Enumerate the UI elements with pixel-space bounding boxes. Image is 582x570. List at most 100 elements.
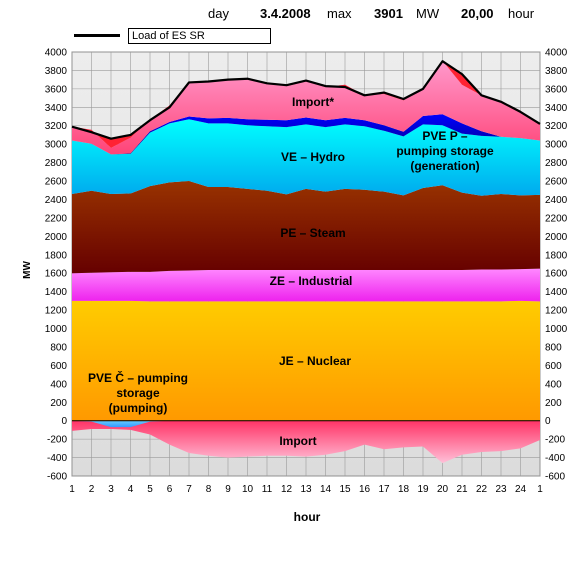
y-tick-right: 2400 <box>545 195 568 206</box>
y-tick-left: 2600 <box>45 177 68 188</box>
area-hydro <box>72 119 540 196</box>
y-tick-right: 0 <box>545 416 551 427</box>
y-axis-title: MW <box>22 261 33 279</box>
y-tick-right: 200 <box>545 398 562 409</box>
y-axis-left: -600 -400 -200 0 200 400 600 800 1000 1200 1400 160… <box>45 48 68 483</box>
x-axis: 1 2 3 4 5 6 7 8 9 10 11 12 13 14 15 16 17 18 19 20 21 22 23 24 1 <box>69 484 543 495</box>
x-tick: 3 <box>108 484 114 495</box>
y-tick-left: 1000 <box>45 324 68 335</box>
y-tick-right: 4000 <box>545 48 568 59</box>
x-tick: 18 <box>398 484 410 495</box>
series-label: VE – Hydro <box>281 150 345 164</box>
y-axis-right: -600 -400 -200 0 200 400 600 800 1000 1200 1400 160… <box>545 48 568 483</box>
y-tick-right: 2200 <box>545 213 568 224</box>
x-tick: 21 <box>456 484 468 495</box>
y-tick-right: 3800 <box>545 66 568 77</box>
y-tick-right: 400 <box>545 379 562 390</box>
y-tick-left: 400 <box>50 379 67 390</box>
y-tick-left: -200 <box>47 435 67 446</box>
y-tick-left: 3600 <box>45 84 68 95</box>
x-tick: 15 <box>339 484 351 495</box>
y-tick-left: 3200 <box>45 121 68 132</box>
y-tick-right: 2800 <box>545 158 568 169</box>
load-line <box>71 60 541 140</box>
x-tick: 12 <box>281 484 293 495</box>
y-tick-right: 1200 <box>545 306 568 317</box>
y-tick-left: 3000 <box>45 140 68 151</box>
y-tick-right: 1600 <box>545 269 568 280</box>
series-label: Import* <box>292 95 334 109</box>
series-label: Import <box>279 434 316 448</box>
y-tick-left: 2800 <box>45 158 68 169</box>
x-tick: 10 <box>242 484 254 495</box>
legend-load-label: Load of ES SR <box>132 30 205 42</box>
y-tick-left: 800 <box>50 342 67 353</box>
y-tick-left: 2000 <box>45 232 68 243</box>
y-tick-left: 4000 <box>45 48 68 59</box>
y-tick-left: -600 <box>47 472 67 483</box>
x-tick: 19 <box>417 484 429 495</box>
x-tick: 6 <box>167 484 173 495</box>
y-tick-right: 1400 <box>545 287 568 298</box>
y-tick-right: -200 <box>545 435 565 446</box>
x-tick: 8 <box>206 484 212 495</box>
x-tick: 4 <box>128 484 134 495</box>
y-tick-right: 3200 <box>545 121 568 132</box>
y-tick-left: 1800 <box>45 250 68 261</box>
x-tick: 2 <box>89 484 95 495</box>
max-time: 20,00 <box>461 6 494 21</box>
y-tick-left: 2200 <box>45 213 68 224</box>
x-tick: 13 <box>300 484 312 495</box>
series-label-multiline: PVE Č – pumping storage (pumping) <box>88 370 188 415</box>
area-pumping-generation <box>72 114 540 155</box>
x-axis-title: hour <box>294 510 321 524</box>
y-tick-right: 1800 <box>545 250 568 261</box>
area-import-excess <box>72 60 540 148</box>
y-tick-right: -400 <box>545 453 565 464</box>
x-tick: 17 <box>378 484 390 495</box>
y-tick-left: 1400 <box>45 287 68 298</box>
area-import-negative <box>72 420 540 464</box>
y-tick-right: 3400 <box>545 103 568 114</box>
y-tick-right: 1000 <box>545 324 568 335</box>
y-tick-left: 200 <box>50 398 67 409</box>
series-label: PE – Steam <box>280 226 345 240</box>
y-tick-right: -600 <box>545 472 565 483</box>
legend-load-swatch <box>74 34 120 37</box>
series-labels: JE – Nuclear ZE – Industrial PE – Steam VE … <box>88 95 494 448</box>
x-tick: 20 <box>437 484 449 495</box>
x-tick: 7 <box>186 484 192 495</box>
y-tick-left: -400 <box>47 453 67 464</box>
x-tick: 5 <box>147 484 153 495</box>
y-tick-left: 0 <box>61 416 67 427</box>
day-label: day <box>208 6 229 21</box>
x-tick: 14 <box>320 484 332 495</box>
y-tick-left: 600 <box>50 361 67 372</box>
area-steam <box>72 181 540 274</box>
max-label: max <box>327 6 352 21</box>
series-label: JE – Nuclear <box>279 354 351 368</box>
x-tick: 11 <box>262 484 273 495</box>
x-tick: 1 <box>69 484 75 495</box>
y-tick-left: 1600 <box>45 269 68 280</box>
unit-label: MW <box>416 6 440 21</box>
y-tick-right: 2000 <box>545 232 568 243</box>
y-tick-left: 1200 <box>45 306 68 317</box>
x-tick: 9 <box>225 484 231 495</box>
x-tick: 1 <box>537 484 543 495</box>
area-nuclear <box>72 300 540 421</box>
y-tick-right: 3000 <box>545 140 568 151</box>
x-tick: 22 <box>476 484 488 495</box>
areas <box>72 60 540 464</box>
x-tick: 23 <box>495 484 507 495</box>
max-value: 3901 <box>374 6 403 21</box>
series-label-multiline: PVE P – pumping storage (generation) <box>396 129 494 173</box>
lines <box>71 60 541 422</box>
x-tick: 16 <box>359 484 371 495</box>
y-tick-left: 2400 <box>45 195 68 206</box>
x-tick: 24 <box>515 484 527 495</box>
y-tick-right: 600 <box>545 361 562 372</box>
y-tick-left: 3800 <box>45 66 68 77</box>
time-unit: hour <box>508 6 535 21</box>
